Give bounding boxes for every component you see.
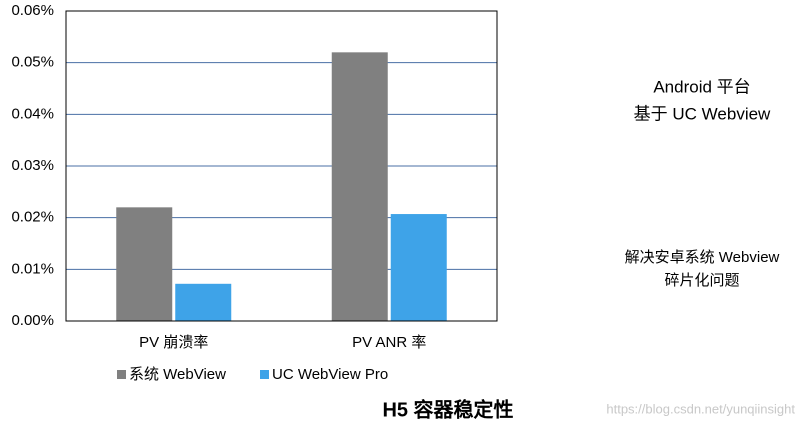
legend-label: 系统 WebView [129,366,226,383]
bar [116,207,173,321]
y-tick-label: 0.02% [11,209,54,226]
y-tick-label: 0.03% [11,157,54,174]
y-tick-label: 0.04% [11,105,54,122]
legend-swatch [117,370,126,379]
annotation: 基于 UC Webview [634,104,771,123]
y-tick-label: 0.01% [11,260,54,277]
y-tick-label: 0.06% [11,2,54,19]
x-tick-label: PV ANR 率 [352,334,426,351]
bar [175,283,232,321]
bar [390,214,447,321]
plot-border [65,10,498,322]
y-tick-label: 0.05% [11,54,54,71]
bar [331,52,388,321]
legend-swatch [260,370,269,379]
watermark: https://blog.csdn.net/yunqiinsight [606,401,795,416]
x-tick-label: PV 崩溃率 [139,334,208,351]
y-tick-label: 0.00% [11,312,54,329]
annotation: Android 平台 [653,77,750,96]
annotation: 碎片化问题 [664,272,739,289]
chart-title: H5 容器稳定性 [382,397,513,421]
annotation: 解决安卓系统 Webview [625,249,780,266]
legend-label: UC WebView Pro [272,366,388,383]
